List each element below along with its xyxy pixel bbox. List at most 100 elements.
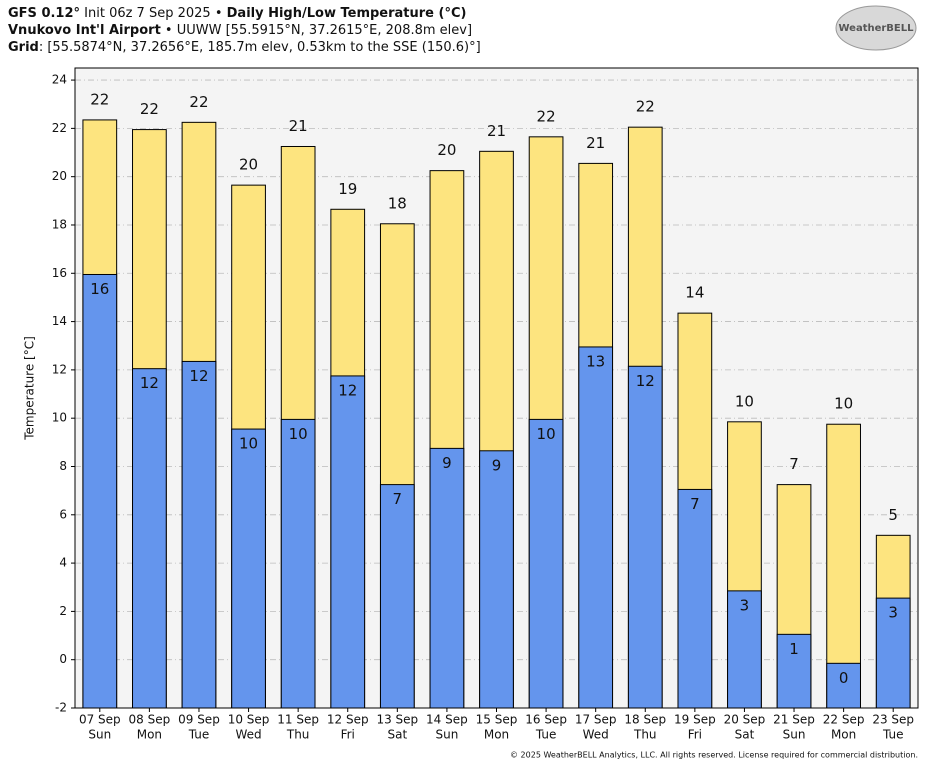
value-label: 22	[189, 93, 208, 111]
bar-low	[181, 360, 217, 709]
x-tick-weekday: Mon	[484, 728, 509, 742]
y-tick-label: 12	[52, 362, 67, 376]
y-tick-label: 2	[59, 604, 67, 618]
y-tick-label: 22	[52, 121, 67, 135]
value-label: 20	[239, 156, 258, 174]
bar-low	[677, 488, 713, 709]
bars	[82, 119, 911, 709]
value-label: 19	[338, 180, 357, 198]
value-label: 18	[388, 194, 407, 212]
y-tick-label: 4	[59, 556, 67, 570]
x-tick-label: 19 Sep	[674, 713, 716, 727]
chart-title: Daily High/Low Temperature (°C)	[227, 6, 467, 21]
bar-low	[727, 590, 762, 709]
value-label: 16	[90, 280, 109, 298]
x-tick-label: 18 Sep	[624, 713, 666, 727]
x-tick-weekday: Thu	[633, 728, 657, 742]
bar-low	[132, 368, 167, 709]
value-label: 10	[289, 425, 308, 443]
x-tick-weekday: Sun	[783, 728, 806, 742]
grid-label: Grid	[8, 40, 39, 55]
value-label: 10	[239, 435, 258, 453]
station: Vnukovo Int'l Airport	[8, 23, 161, 38]
y-axis-label: Temperature [°C]	[23, 336, 37, 441]
x-tick-weekday: Fri	[688, 728, 702, 742]
value-label: 14	[685, 284, 704, 302]
station-info: • UUWW [55.5915°N, 37.2615°E, 208.8m ele…	[161, 23, 472, 38]
logo-shape	[835, 5, 917, 51]
x-tick-label: 20 Sep	[724, 713, 766, 727]
model: GFS 0.12°	[8, 6, 80, 21]
x-tick-label: 10 Sep	[228, 713, 270, 727]
x-tick-label: 23 Sep	[872, 713, 914, 727]
value-label: 22	[636, 98, 655, 116]
bar-low	[379, 484, 415, 709]
bar-low	[479, 450, 514, 709]
y-tick-label: 6	[59, 507, 67, 521]
value-label: 7	[789, 455, 799, 473]
y-tick-label: 16	[52, 266, 67, 280]
x-tick-label: 11 Sep	[277, 713, 319, 727]
x-tick-weekday: Tue	[188, 728, 210, 742]
header-line-3: Grid: [55.5874°N, 37.2656°E, 185.7m elev…	[8, 40, 481, 55]
y-tick-label: 10	[52, 411, 67, 425]
y-tick-label: 8	[59, 459, 67, 473]
x-tick-label: 17 Sep	[575, 713, 617, 727]
value-label: 12	[338, 381, 357, 399]
x-tick-weekday: Sun	[435, 728, 458, 742]
value-label: 12	[140, 374, 159, 392]
value-label: 22	[140, 100, 159, 118]
bar-low	[578, 346, 614, 709]
x-tick-weekday: Wed	[235, 728, 261, 742]
bar-low	[330, 375, 366, 709]
header-line-1: GFS 0.12° Init 06z 7 Sep 2025 • Daily Hi…	[8, 6, 466, 21]
x-tick-weekday: Thu	[286, 728, 310, 742]
bar-low	[826, 662, 861, 709]
footer: © 2025 WeatherBELL Analytics, LLC. All r…	[510, 751, 918, 760]
x-tick-weekday: Sat	[735, 728, 755, 742]
init: Init 06z 7 Sep 2025 •	[80, 6, 227, 21]
x-tick-weekday: Sun	[88, 728, 111, 742]
header-line-2: Vnukovo Int'l Airport • UUWW [55.5915°N,…	[8, 23, 472, 38]
value-label: 3	[740, 596, 750, 614]
x-tick-weekday: Sat	[387, 728, 407, 742]
x-tick-label: 08 Sep	[129, 713, 171, 727]
value-label: 10	[735, 392, 754, 410]
bar-low	[429, 447, 465, 709]
value-label: 7	[393, 490, 403, 508]
x-tick-label: 12 Sep	[327, 713, 369, 727]
value-label: 20	[437, 141, 456, 159]
x-tick-weekday: Tue	[535, 728, 557, 742]
value-label: 12	[636, 372, 655, 390]
x-tick-label: 22 Sep	[823, 713, 865, 727]
x-tick-weekday: Mon	[831, 728, 856, 742]
bar-low	[82, 273, 118, 709]
y-tick-label: 24	[52, 73, 67, 87]
y-tick-label: 20	[52, 169, 67, 183]
x-tick-label: 16 Sep	[525, 713, 567, 727]
y-tick-label: 18	[52, 217, 67, 231]
value-label: 9	[442, 454, 452, 472]
x-tick-label: 09 Sep	[178, 713, 220, 727]
bar-low	[231, 428, 266, 709]
value-label: 22	[90, 90, 109, 108]
value-label: 10	[834, 395, 853, 413]
y-tick-label: 0	[59, 652, 67, 666]
y-tick-label: 14	[52, 314, 67, 328]
grid-info: : [55.5874°N, 37.2656°E, 185.7m elev, 0.…	[39, 40, 481, 55]
x-tick-label: 14 Sep	[426, 713, 468, 727]
value-label: 10	[537, 425, 556, 443]
x-tick-weekday: Wed	[583, 728, 609, 742]
x-tick-weekday: Fri	[341, 728, 355, 742]
x-tick-label: 21 Sep	[773, 713, 815, 727]
x-tick-weekday: Mon	[137, 728, 162, 742]
value-label: 13	[586, 352, 605, 370]
logo: WeatherBELL	[838, 23, 914, 34]
bar-low	[875, 597, 911, 709]
x-tick-label: 15 Sep	[476, 713, 518, 727]
value-label: 12	[189, 367, 208, 385]
value-label: 21	[487, 122, 506, 140]
x-tick-label: 13 Sep	[376, 713, 418, 727]
value-label: 21	[586, 134, 605, 152]
